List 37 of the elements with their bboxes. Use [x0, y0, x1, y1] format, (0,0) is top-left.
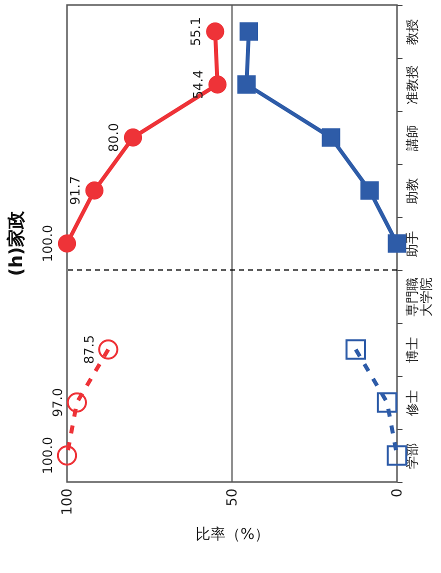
- point: [237, 75, 256, 94]
- data-label: 100.0: [41, 436, 56, 474]
- x-tick-label: 50: [224, 488, 240, 506]
- data-label: 80.0: [107, 123, 122, 152]
- data-label: 87.5: [82, 335, 98, 364]
- x-axis-title: 比率（%）: [195, 525, 270, 544]
- point: [386, 445, 408, 466]
- y-tick-label: 助教: [406, 178, 420, 204]
- x-tick-label: 100: [60, 488, 76, 516]
- y-tick-label: 博士: [406, 337, 420, 363]
- data-label: 100.0: [41, 224, 56, 262]
- data-label: 55.1: [189, 17, 204, 46]
- point: [56, 445, 78, 466]
- x-tick-label: 0: [390, 488, 406, 498]
- point: [376, 392, 398, 413]
- data-label: 97.0: [50, 388, 66, 417]
- point: [346, 339, 366, 360]
- data-label: 91.7: [68, 176, 84, 205]
- point: [66, 392, 87, 413]
- point: [206, 22, 224, 41]
- point: [240, 22, 258, 41]
- y-tick-label: 助手: [406, 231, 420, 257]
- y-tick-label: 講師: [406, 125, 420, 151]
- text: (h)家政: [6, 210, 27, 276]
- y-tick-label: 准教授: [406, 66, 420, 104]
- data-label: 54.4: [191, 70, 206, 99]
- point: [85, 181, 104, 200]
- point: [124, 128, 142, 147]
- y-tick-label: 教授: [406, 19, 420, 45]
- point: [208, 75, 227, 94]
- point: [98, 339, 118, 360]
- y-tick-label: 修士: [406, 390, 420, 416]
- point: [322, 128, 340, 147]
- point: [388, 234, 406, 253]
- point: [360, 181, 379, 200]
- y-tick-label: 専門職大学院: [406, 278, 434, 316]
- point: [58, 234, 76, 253]
